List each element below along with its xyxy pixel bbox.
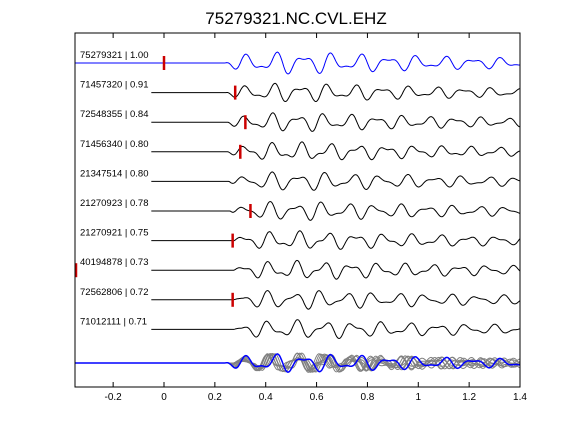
trace-40194878 <box>151 259 521 280</box>
trace-71012111 <box>151 319 521 340</box>
trace-labels-group: 75279321 | 1.00 71457320 | 0.91 72548355 |… <box>80 50 149 327</box>
trace-label-40194878: 40194878 | 0.73 <box>80 257 149 268</box>
x-tick-label: 0.2 <box>208 392 222 403</box>
x-axis-ticks: -0.2 0 0.2 0.4 0.6 0.8 1 1.2 1.4 <box>105 33 527 403</box>
traces-group <box>75 51 521 340</box>
trace-label-72548355: 72548355 | 0.84 <box>80 109 149 120</box>
trace-label-72562806: 72562806 | 0.72 <box>80 287 149 298</box>
trace-label-21270923: 21270923 | 0.78 <box>80 198 149 209</box>
pick-markers-group <box>74 56 252 307</box>
trace-label-21347514: 21347514 | 0.80 <box>80 168 149 179</box>
trace-21270923 <box>151 201 521 221</box>
trace-label-71457320: 71457320 | 0.91 <box>80 80 149 91</box>
trace-label-75279321: 75279321 | 1.00 <box>80 50 149 61</box>
trace-label-71456340: 71456340 | 0.80 <box>80 139 149 150</box>
trace-71456340 <box>151 141 521 161</box>
trace-72548355 <box>151 112 521 132</box>
x-tick-label: -0.2 <box>105 392 123 403</box>
trace-21270921 <box>151 230 521 250</box>
x-tick-label: 1.2 <box>462 392 476 403</box>
x-tick-label: 0.6 <box>310 392 324 403</box>
x-tick-label: 0.4 <box>259 392 273 403</box>
plot-frame <box>74 32 521 388</box>
chart-title: 75279321.NC.CVL.EHZ <box>205 9 386 28</box>
x-tick-label: 1 <box>416 392 422 403</box>
trace-71457320 <box>151 82 521 103</box>
stack-overlay-group <box>75 352 521 374</box>
x-tick-label: 1.4 <box>513 392 527 403</box>
stack-reference-trace <box>75 353 521 374</box>
x-tick-label: 0 <box>161 392 167 403</box>
x-tick-label: 0.8 <box>360 392 374 403</box>
trace-label-71012111: 71012111 | 0.71 <box>80 316 147 327</box>
trace-21347514 <box>151 171 521 191</box>
trace-75279321 <box>75 51 521 75</box>
trace-label-21270921: 21270921 | 0.75 <box>80 228 149 239</box>
trace-72562806 <box>151 290 521 310</box>
